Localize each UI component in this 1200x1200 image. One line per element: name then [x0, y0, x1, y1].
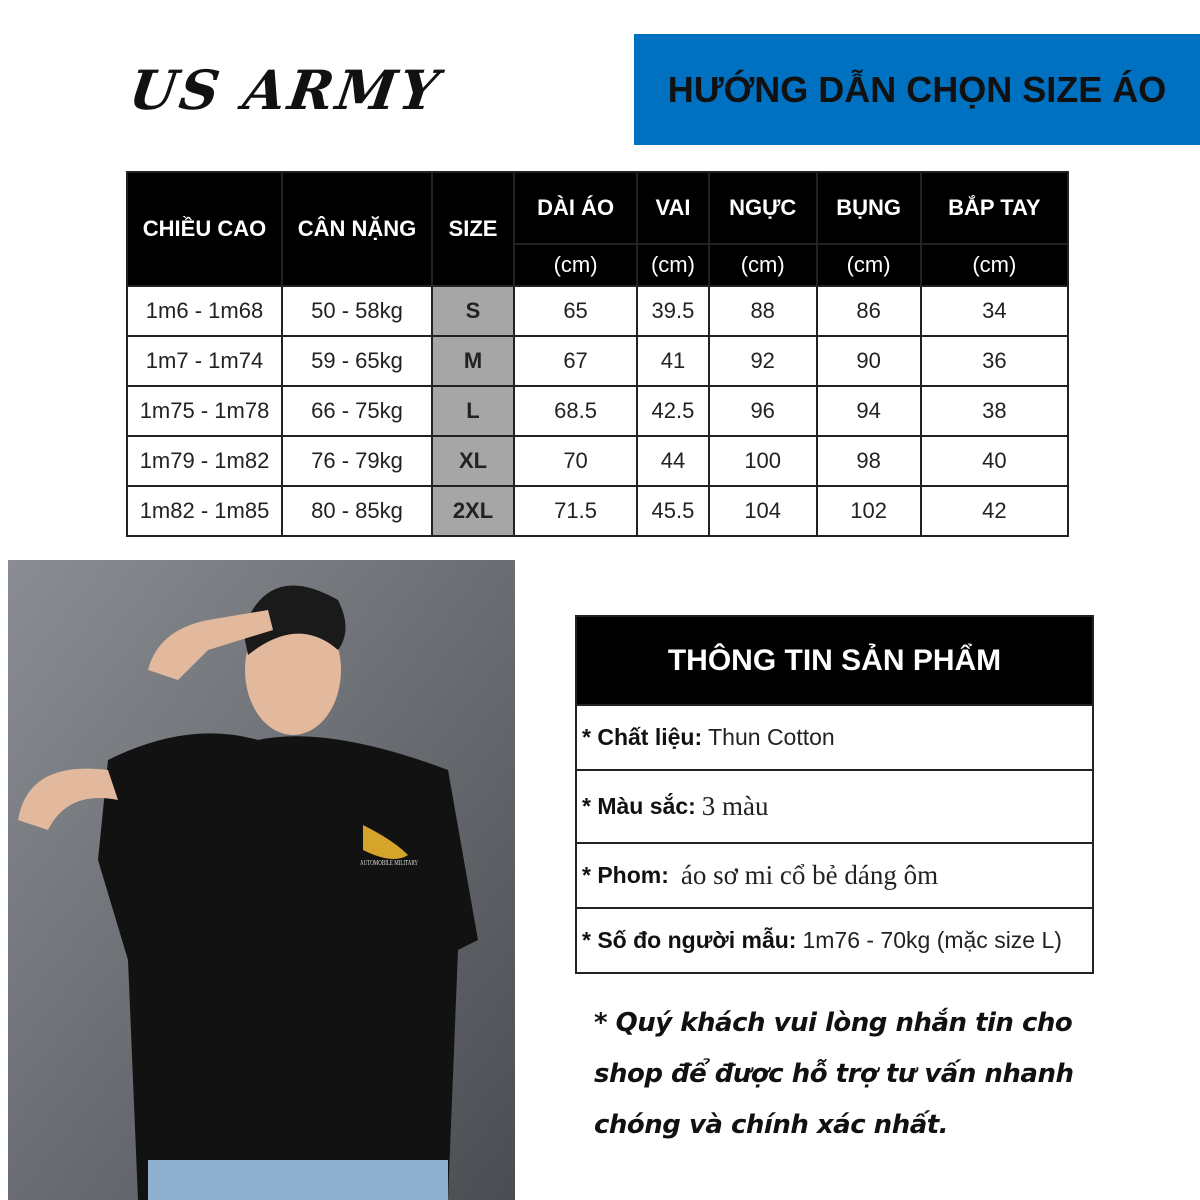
unit-label: (cm) [512, 243, 639, 287]
table-cell: 80 - 85kg [281, 485, 433, 537]
info-value: 3 màu [701, 791, 769, 821]
table-row: 1m79 - 1m82 76 - 79kg XL 70 44 100 98 40 [126, 435, 1070, 487]
table-row: 1m75 - 1m78 66 - 75kg L 68.5 42.5 96 94 38 [126, 385, 1070, 437]
unit-label: (cm) [919, 243, 1070, 287]
title-banner: HƯỚNG DẪN CHỌN SIZE ÁO [634, 34, 1200, 145]
info-row-model: * Số đo người mẫu: 1m76 - 70kg (mặc size … [577, 907, 1092, 972]
table-cell: 88 [707, 285, 818, 337]
table-cell: 1m82 - 1m85 [126, 485, 283, 537]
table-cell: 67 [512, 335, 639, 387]
table-row: 1m82 - 1m85 80 - 85kg 2XL 71.5 45.5 104 102 42 [126, 485, 1070, 537]
product-info-box: THÔNG TIN SẢN PHẨM * Chất liệu: Thun Cott… [575, 615, 1094, 974]
table-cell: 98 [815, 435, 922, 487]
table-cell: 1m79 - 1m82 [126, 435, 283, 487]
col-header: SIZE [431, 171, 515, 287]
info-label: * Phom: [582, 862, 669, 888]
info-value: Thun Cotton [708, 724, 835, 750]
table-cell: M [431, 335, 515, 387]
info-value: áo sơ mi cổ bẻ dáng ôm [680, 860, 939, 890]
info-label: * Màu sắc: [582, 793, 696, 819]
table-cell: 42.5 [636, 385, 710, 437]
table-cell: 90 [815, 335, 922, 387]
table-cell: 39.5 [636, 285, 710, 337]
table-cell: 44 [636, 435, 710, 487]
table-cell: 70 [512, 435, 639, 487]
table-row: 1m6 - 1m68 50 - 58kg S 65 39.5 88 86 34 [126, 285, 1070, 337]
col-header: CHIỀU CAO [126, 171, 283, 287]
info-label: * Số đo người mẫu: [582, 927, 797, 953]
size-table: CHIỀU CAO CÂN NẶNG SIZE DÀI ÁO VAI NGỰC … [126, 171, 1070, 537]
table-cell: S [431, 285, 515, 337]
table-cell: 96 [707, 385, 818, 437]
table-cell: XL [431, 435, 515, 487]
unit-label: (cm) [815, 243, 922, 287]
table-cell: 45.5 [636, 485, 710, 537]
info-value: 1m76 - 70kg (mặc size L) [802, 927, 1062, 953]
banner-title: HƯỚNG DẪN CHỌN SIZE ÁO [667, 68, 1167, 110]
table-cell: 41 [636, 335, 710, 387]
table-cell: 65 [512, 285, 639, 337]
table-cell: 50 - 58kg [281, 285, 433, 337]
unit-label: (cm) [707, 243, 818, 287]
table-cell: 100 [707, 435, 818, 487]
table-cell: 94 [815, 385, 922, 437]
info-label: * Chất liệu: [582, 724, 703, 750]
brand-logo: US ARMY [125, 58, 446, 122]
table-cell: 34 [919, 285, 1070, 337]
unit-label: (cm) [636, 243, 710, 287]
table-cell: 71.5 [512, 485, 639, 537]
table-cell: 2XL [431, 485, 515, 537]
shirt-embroidery: AUTOMOBILE MILITARY [360, 859, 418, 867]
info-row-material: * Chất liệu: Thun Cotton [577, 704, 1092, 769]
model-photo: AUTOMOBILE MILITARY [8, 560, 515, 1200]
table-cell: 42 [919, 485, 1070, 537]
table-cell: 59 - 65kg [281, 335, 433, 387]
table-cell: 86 [815, 285, 922, 337]
col-header: NGỰC [707, 171, 818, 245]
col-header: VAI [636, 171, 710, 245]
col-header: BẮP TAY [919, 171, 1070, 245]
table-cell: 1m75 - 1m78 [126, 385, 283, 437]
table-cell: 76 - 79kg [281, 435, 433, 487]
table-row: 1m7 - 1m74 59 - 65kg M 67 41 92 90 36 [126, 335, 1070, 387]
table-cell: 66 - 75kg [281, 385, 433, 437]
col-header: CÂN NẶNG [281, 171, 433, 287]
table-cell: 92 [707, 335, 818, 387]
info-row-color: * Màu sắc: 3 màu [577, 769, 1092, 842]
table-cell: 104 [707, 485, 818, 537]
table-cell: 102 [815, 485, 922, 537]
table-cell: 1m6 - 1m68 [126, 285, 283, 337]
table-cell: 40 [919, 435, 1070, 487]
col-header: DÀI ÁO [512, 171, 639, 245]
table-cell: 38 [919, 385, 1070, 437]
table-cell: L [431, 385, 515, 437]
info-row-fit: * Phom: áo sơ mi cổ bẻ dáng ôm [577, 842, 1092, 907]
table-cell: 36 [919, 335, 1070, 387]
product-info-title: THÔNG TIN SẢN PHẨM [577, 617, 1092, 704]
table-cell: 68.5 [512, 385, 639, 437]
col-header: BỤNG [815, 171, 922, 245]
contact-note: * Quý khách vui lòng nhắn tin cho shop đ… [594, 1008, 1074, 1140]
table-cell: 1m7 - 1m74 [126, 335, 283, 387]
